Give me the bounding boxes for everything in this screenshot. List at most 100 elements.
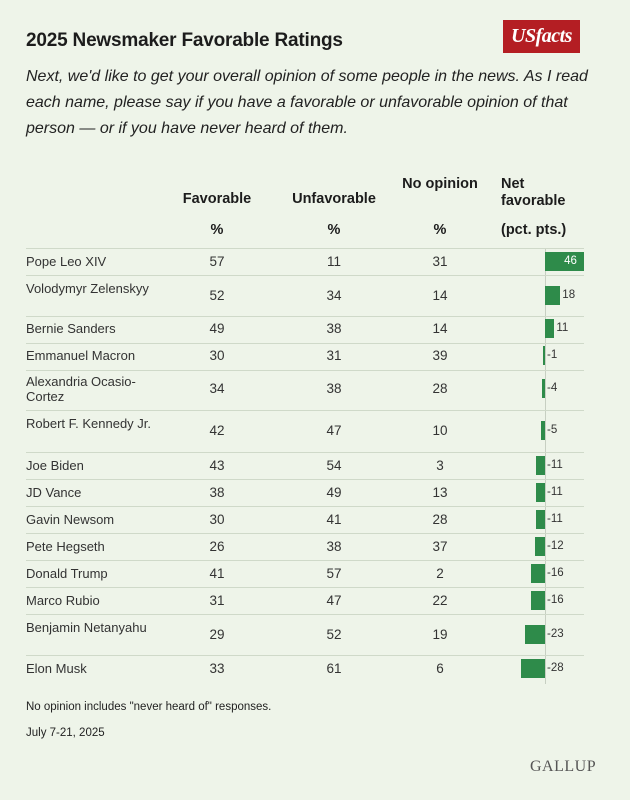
cell-favorable: 52 [209, 288, 225, 303]
footnote: No opinion includes "never heard of" res… [26, 701, 272, 713]
cell-no-opinion: 14 [432, 321, 448, 336]
row-divider [26, 655, 584, 656]
cell-unfavorable: 47 [326, 423, 342, 438]
unit-net-favorable: (pct. pts.) [501, 222, 567, 238]
cell-favorable: 30 [209, 512, 225, 527]
person-name: Alexandria Ocasio-Cortez [26, 374, 136, 404]
net-bar [543, 346, 545, 365]
net-bar [545, 319, 555, 338]
row-divider [26, 410, 584, 411]
row-divider [26, 587, 584, 588]
cell-no-opinion: 28 [432, 512, 448, 527]
net-value: 11 [556, 322, 569, 334]
net-zero-axis [545, 248, 546, 684]
unit-favorable: % [210, 222, 224, 238]
cell-unfavorable: 34 [326, 288, 342, 303]
row-divider [26, 614, 584, 615]
net-bar [545, 252, 585, 271]
cell-no-opinion: 14 [432, 288, 448, 303]
cell-no-opinion: 13 [432, 485, 448, 500]
cell-no-opinion: 19 [432, 627, 448, 642]
row-divider [26, 275, 584, 276]
person-name: Elon Musk [26, 661, 87, 676]
question-text: Next, we'd like to get your overall opin… [26, 68, 588, 137]
cell-favorable: 33 [209, 661, 225, 676]
cell-unfavorable: 54 [326, 458, 342, 473]
net-value: -11 [547, 513, 563, 525]
person-name: Gavin Newsom [26, 512, 115, 527]
person-name: Robert F. Kennedy Jr. [26, 416, 152, 431]
row-divider [26, 479, 584, 480]
net-value: -4 [547, 382, 558, 394]
survey-date: July 7-21, 2025 [26, 727, 105, 739]
cell-favorable: 29 [209, 627, 225, 642]
cell-unfavorable: 11 [326, 254, 341, 269]
cell-no-opinion: 37 [432, 539, 448, 554]
net-value: -1 [547, 349, 558, 361]
cell-unfavorable: 47 [326, 593, 342, 608]
cell-favorable: 57 [209, 254, 225, 269]
cell-no-opinion: 39 [432, 348, 448, 363]
row-divider [26, 533, 584, 534]
net-value: -23 [547, 628, 564, 640]
cell-no-opinion: 28 [432, 381, 448, 396]
cell-favorable: 34 [209, 381, 225, 396]
row-divider [26, 506, 584, 507]
person-name: Emmanuel Macron [26, 348, 136, 363]
cell-no-opinion: 10 [432, 423, 448, 438]
cell-favorable: 31 [209, 593, 225, 608]
net-bar [545, 286, 561, 305]
person-name: Bernie Sanders [26, 321, 116, 336]
cell-unfavorable: 61 [326, 661, 342, 676]
cell-favorable: 26 [209, 539, 225, 554]
person-name: Donald Trump [26, 566, 108, 581]
cell-no-opinion: 3 [436, 458, 444, 473]
col-header-net-favorable: Net favorable [501, 176, 566, 209]
net-bar [535, 483, 545, 502]
net-value: -12 [547, 540, 564, 552]
person-name: Marco Rubio [26, 593, 100, 608]
cell-favorable: 42 [209, 423, 225, 438]
source-label: GALLUP [530, 758, 597, 775]
net-value: -16 [547, 594, 564, 606]
row-divider [26, 452, 584, 453]
net-bar [535, 510, 545, 529]
col-header-favorable: Favorable [182, 191, 252, 207]
page-title: 2025 Newsmaker Favorable Ratings [26, 30, 343, 51]
cell-favorable: 43 [209, 458, 225, 473]
unit-no-opinion: % [433, 222, 447, 238]
cell-favorable: 30 [209, 348, 225, 363]
net-bar [534, 537, 545, 556]
cell-unfavorable: 41 [326, 512, 342, 527]
cell-unfavorable: 49 [326, 485, 342, 500]
net-bar [521, 659, 545, 678]
person-name: Volodymyr Zelenskyy [26, 281, 149, 296]
person-name: Joe Biden [26, 458, 84, 473]
cell-no-opinion: 6 [436, 661, 444, 676]
cell-unfavorable: 38 [326, 539, 342, 554]
net-value: -5 [547, 424, 558, 436]
cell-favorable: 41 [209, 566, 225, 581]
net-value: 46 [564, 255, 577, 267]
row-divider [26, 560, 584, 561]
cell-no-opinion: 2 [436, 566, 444, 581]
cell-unfavorable: 52 [326, 627, 342, 642]
row-divider [26, 343, 584, 344]
person-name: JD Vance [26, 485, 82, 500]
net-bar [525, 625, 545, 644]
cell-favorable: 38 [209, 485, 225, 500]
net-bar [540, 421, 545, 440]
net-bar [535, 456, 545, 475]
cell-unfavorable: 57 [326, 566, 342, 581]
cell-no-opinion: 31 [432, 254, 448, 269]
net-value: 18 [562, 289, 576, 301]
unit-unfavorable: % [327, 222, 341, 238]
net-value: -16 [547, 567, 564, 579]
row-divider [26, 248, 584, 249]
cell-no-opinion: 22 [432, 593, 448, 608]
row-divider [26, 370, 584, 371]
net-bar [541, 379, 545, 398]
cell-unfavorable: 38 [326, 321, 342, 336]
col-header-unfavorable: Unfavorable [292, 191, 376, 207]
